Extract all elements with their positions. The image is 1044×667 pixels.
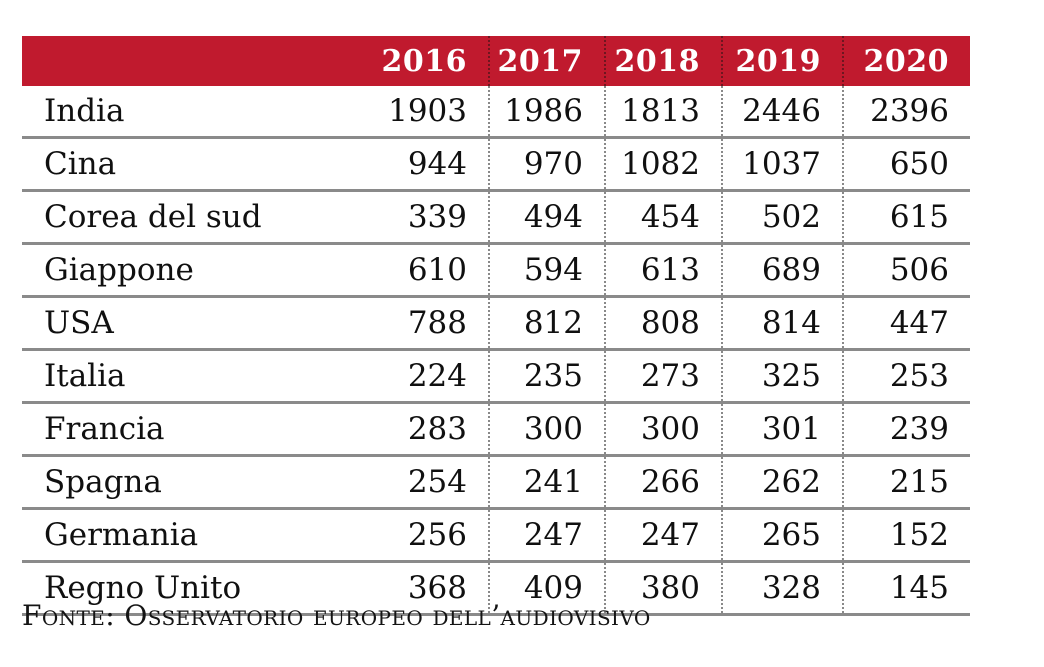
cell-value: 266 [604,455,722,509]
cell-value: 944 [407,146,467,182]
table-header: 2016 2017 2018 2019 2020 [22,36,970,86]
table-row: Italia 224 235 273 325 253 [22,349,970,403]
cell-value: 594 [488,243,605,297]
cell-value: 301 [721,402,843,456]
year-header-2018: 2018 [604,36,722,86]
row-label: Regno Unito [44,570,242,606]
cell-value: 247 [604,508,722,562]
cell-value: 689 [721,243,843,297]
year-header-2016: 2016 [374,36,489,86]
cell-value: 300 [604,402,722,456]
cell-value: 254 [407,464,467,500]
row-label: Spagna [44,464,162,500]
table-row: Corea del sud 339 494 454 502 615 [22,190,970,244]
year-header-2019: 2019 [721,36,843,86]
cell-value: 235 [488,349,605,403]
table-row: Francia 283 300 300 301 239 [22,402,970,456]
cell-value: 215 [842,455,970,509]
cell-value: 283 [407,411,467,447]
table-row: Cina 944 970 1082 1037 650 [22,137,970,191]
cell-value: 1986 [488,86,605,138]
cell-value: 812 [488,296,605,350]
cell-value: 300 [488,402,605,456]
cell-value: 152 [842,508,970,562]
row-label: Italia [44,358,126,394]
table-row: Regno Unito 368 409 380 328 145 [22,561,970,615]
cell-value: 1037 [721,137,843,191]
row-label: Francia [44,411,165,447]
table-body: India 1903 1986 1813 2446 2396 Cina 944 970 1082 1… [22,86,970,615]
row-label: India [44,93,125,129]
row-label: Corea del sud [44,199,262,235]
row-label: Cina [44,146,117,182]
cell-value: 808 [604,296,722,350]
source-note: Fonte: Osservatorio europeo dell’audiovi… [22,599,651,632]
data-table: 2016 2017 2018 2019 2020 India 1903 1986 1813 24… [22,36,970,616]
table-row: Spagna 254 241 266 262 215 [22,455,970,509]
cell-value: 224 [407,358,467,394]
year-header-row: 2016 2017 2018 2019 2020 [22,36,970,86]
cell-value: 380 [604,561,722,615]
cell-value: 339 [407,199,467,235]
table-row: Germania 256 247 247 265 152 [22,508,970,562]
cell-value: 241 [488,455,605,509]
cell-value: 253 [842,349,970,403]
cell-value: 247 [488,508,605,562]
cell-value: 265 [721,508,843,562]
cell-value: 262 [721,455,843,509]
cell-value: 1903 [388,93,467,129]
cell-value: 2396 [842,86,970,138]
cell-value: 273 [604,349,722,403]
cell-value: 494 [488,190,605,244]
table-row: Giappone 610 594 613 689 506 [22,243,970,297]
row-label: Germania [44,517,199,553]
cell-value: 650 [842,137,970,191]
cell-value: 615 [842,190,970,244]
cell-value: 970 [488,137,605,191]
cell-value: 610 [407,252,467,288]
corner-cell [22,36,374,86]
cell-value: 2446 [721,86,843,138]
table-row: India 1903 1986 1813 2446 2396 [22,86,970,138]
year-header-2020: 2020 [842,36,970,86]
cell-value: 447 [842,296,970,350]
cell-value: 454 [604,190,722,244]
cell-value: 145 [842,561,970,615]
cell-value: 1082 [604,137,722,191]
cell-value: 368 [407,570,467,606]
cell-value: 506 [842,243,970,297]
cell-value: 256 [407,517,467,553]
row-label: USA [44,305,114,341]
year-header-2017: 2017 [488,36,605,86]
cell-value: 1813 [604,86,722,138]
cell-value: 613 [604,243,722,297]
cell-value: 328 [721,561,843,615]
cell-value: 502 [721,190,843,244]
cell-value: 409 [488,561,605,615]
table-row: USA 788 812 808 814 447 [22,296,970,350]
source-text: Fonte: Osservatorio europeo dell’audiovi… [22,599,651,632]
cell-value: 788 [407,305,467,341]
cell-value: 814 [721,296,843,350]
cell-value: 325 [721,349,843,403]
cell-value: 239 [842,402,970,456]
row-label: Giappone [44,252,194,288]
